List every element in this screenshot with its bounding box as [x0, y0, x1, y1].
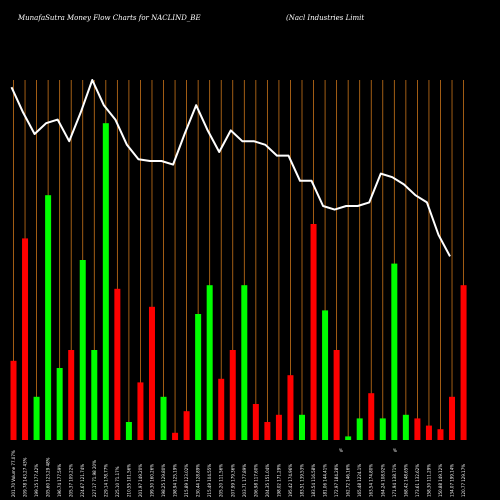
x-tick-label: 199.30 160.26%: [149, 464, 154, 497]
money-flow-bar: [125, 422, 132, 440]
money-flow-bar: [160, 396, 167, 440]
x-tick-label: 215.89 123.02%: [184, 464, 189, 497]
x-tick-label: 171.94 138.71%: [392, 464, 397, 497]
x-tick-label: 215.49 104.55%: [207, 464, 212, 497]
x-tick-label: 210.55 101.56%: [126, 464, 131, 497]
x-tick-label: 225.10 71.17%: [115, 466, 120, 497]
money-flow-bar: [299, 414, 305, 440]
x-tick-label: 201.70 Volume 77.07%: [11, 450, 16, 497]
money-flow-bar: [195, 314, 202, 440]
x-tick-label: 198.94 125.19%: [173, 464, 178, 497]
x-tick-label: 205.37 109.22%: [69, 464, 74, 497]
x-tick-label: 201.97 149.20%: [138, 464, 143, 497]
money-flow-bar: [287, 375, 294, 440]
x-tick-label: 229.14 178.77%: [103, 464, 108, 497]
money-flow-bar: [333, 350, 340, 440]
price-line-path: [10, 79, 451, 257]
x-tick-label: 165.48 1224.1%: [357, 464, 362, 497]
money-flow-bar: [137, 382, 144, 440]
x-tick-label: 206.98 117.60%: [253, 464, 258, 497]
money-flow-bar: [449, 396, 456, 440]
money-flow-bar: [322, 310, 329, 440]
x-tick-label: 224.67 121.74%: [80, 464, 85, 497]
x-tick-label: 163.54 174.80%: [369, 464, 374, 497]
money-flow-bar: [218, 378, 225, 440]
money-flow-bar: [379, 418, 386, 440]
x-tick-label: 198.25 129.80%: [161, 464, 166, 497]
x-tick-label: 172.97 184.28%: [334, 464, 339, 497]
money-flow-bar: [460, 285, 467, 440]
chart-subtitle: (Nacl Industries Limit: [286, 14, 364, 22]
money-flow-bar: [241, 285, 248, 440]
x-tick-label: 168.42 148.65%: [403, 464, 408, 497]
money-flow-bar: [345, 436, 352, 440]
x-tick-label: 158.30 111.29%: [426, 464, 431, 497]
money-flow-bar: [356, 418, 363, 440]
money-flow-bar: [229, 350, 236, 440]
money-flow-bar: [310, 224, 317, 440]
money-flow-bar: [264, 422, 271, 440]
grid-lines: [13, 80, 464, 440]
money-flow-bar: [68, 350, 75, 440]
x-tick-label: 198.02 171.29%: [276, 464, 281, 497]
money-flow-bar: [172, 432, 179, 440]
money-flow-bar: [56, 368, 63, 440]
money-flow-bar: [33, 396, 40, 440]
x-tick-label: 120.77 129.17%: [461, 464, 466, 497]
x-tick-labels: 201.70 Volume 77.07% 209.78 143.27 43% 199…: [11, 450, 466, 497]
x-tick-label: 195.42 174.96%: [288, 464, 293, 497]
x-tick-label: 183.51 139.53%: [300, 464, 305, 497]
x-tick-label: 230.44 128.89%: [196, 464, 201, 497]
money-flow-bar: [275, 414, 282, 440]
money-flow-bar: [437, 429, 444, 440]
x-tick-label: 164.24 108.92%: [380, 464, 385, 497]
x-tick-label: 209.78 143.27 43%: [23, 457, 28, 497]
money-flow-bar: [10, 360, 17, 440]
x-tick-label: 205.60 123.29 48%: [46, 457, 51, 497]
money-flow-bar: [102, 123, 109, 440]
x-tick-label: 227.17 71.98 20%: [92, 460, 97, 497]
x-tick-label: 203.71 177.89%: [242, 464, 247, 497]
money-flow-bar: [252, 404, 259, 440]
annotation-1: %: [339, 448, 343, 453]
x-tick-label: 162.72 146.16%: [346, 464, 351, 497]
x-tick-label: 196.74 177.59%: [57, 464, 62, 497]
x-tick-label: 204.35 151.04%: [265, 464, 270, 497]
money-flow-bar: [79, 260, 86, 440]
money-flow-bar: [368, 393, 375, 440]
x-tick-label: 150.88 149.12%: [438, 464, 443, 497]
price-line: [10, 79, 451, 257]
money-flow-bar: [45, 195, 52, 440]
money-flow-bar: [91, 350, 98, 440]
money-flow-bar: [148, 306, 155, 440]
money-flow-bar: [206, 285, 213, 440]
x-tick-label: 181.06 144.41%: [323, 464, 328, 497]
chart-title: MunafaSutra Money Flow Charts for NACLIN…: [17, 14, 201, 22]
money-flow-bar: [391, 263, 398, 440]
money-flow-bar: [114, 288, 121, 440]
money-flow-bar: [183, 411, 190, 440]
money-flow-bar: [22, 238, 29, 440]
x-tick-label: 134.07 199.14%: [450, 464, 455, 497]
money-flow-bar: [402, 414, 409, 440]
x-tick-label: 199.15 177.42%: [34, 464, 39, 497]
x-tick-label: 183.54 116.58%: [311, 464, 316, 497]
x-tick-label: 207.99 179.36%: [230, 464, 235, 497]
x-tick-label: 173.61 132.62%: [415, 464, 420, 497]
money-flow-bar: [414, 418, 421, 440]
x-tick-label: 205.20 111.56%: [219, 464, 224, 497]
money-flow-bar: [425, 425, 432, 440]
bars: [10, 123, 467, 440]
annotation-2: %: [393, 448, 397, 453]
